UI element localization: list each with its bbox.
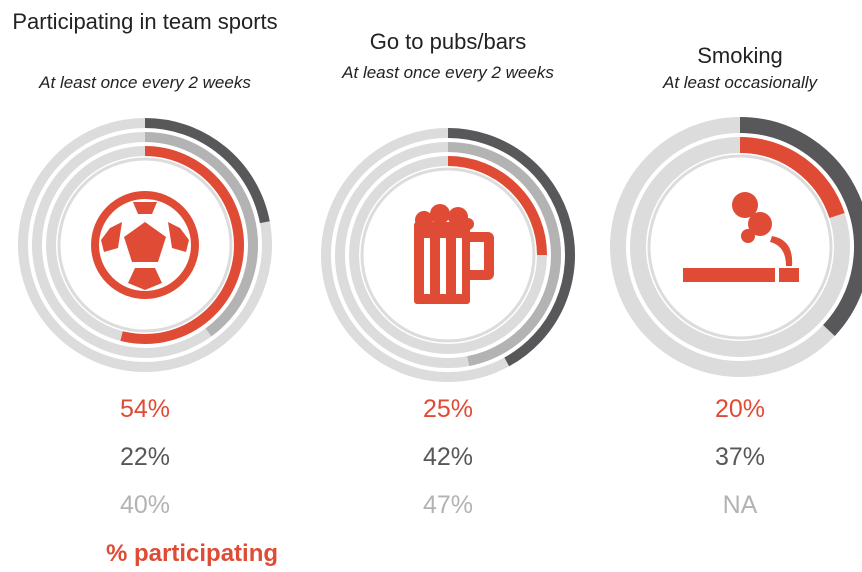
value-label: 47% [422, 491, 474, 519]
football-icon [91, 191, 199, 299]
chart-subtitle: At least once every 2 weeks [39, 73, 251, 92]
ring-inner [647, 154, 833, 340]
cigarette-icon [683, 192, 799, 282]
ring-arc [739, 117, 862, 336]
chart-title: Smoking [697, 43, 783, 68]
beer-icon [414, 204, 494, 304]
legend-label: % participating [106, 540, 279, 567]
value-label: 20% [714, 395, 766, 423]
ring-arc [739, 137, 845, 219]
value-label: 54% [119, 395, 171, 423]
ring-arc [447, 142, 561, 366]
ring-arc [144, 118, 270, 224]
value-label: 42% [422, 443, 474, 471]
chart-title: Go to pubs/bars [369, 29, 527, 54]
ring-arc [447, 128, 575, 367]
value-label: 40% [119, 491, 171, 519]
chart-subtitle: At least once every 2 weeks [342, 63, 554, 82]
ring-inner [360, 167, 536, 343]
ring-arc [144, 132, 258, 337]
ring-inner [57, 157, 233, 333]
value-label: 37% [714, 443, 766, 471]
ring-arc [447, 156, 547, 256]
ring-arc [120, 146, 244, 344]
value-label: 25% [422, 395, 474, 423]
value-label: 22% [119, 443, 171, 471]
chart-title: Participating in team sports [12, 9, 278, 34]
chart-subtitle: At least occasionally [662, 73, 818, 92]
value-label: NA [722, 491, 758, 519]
